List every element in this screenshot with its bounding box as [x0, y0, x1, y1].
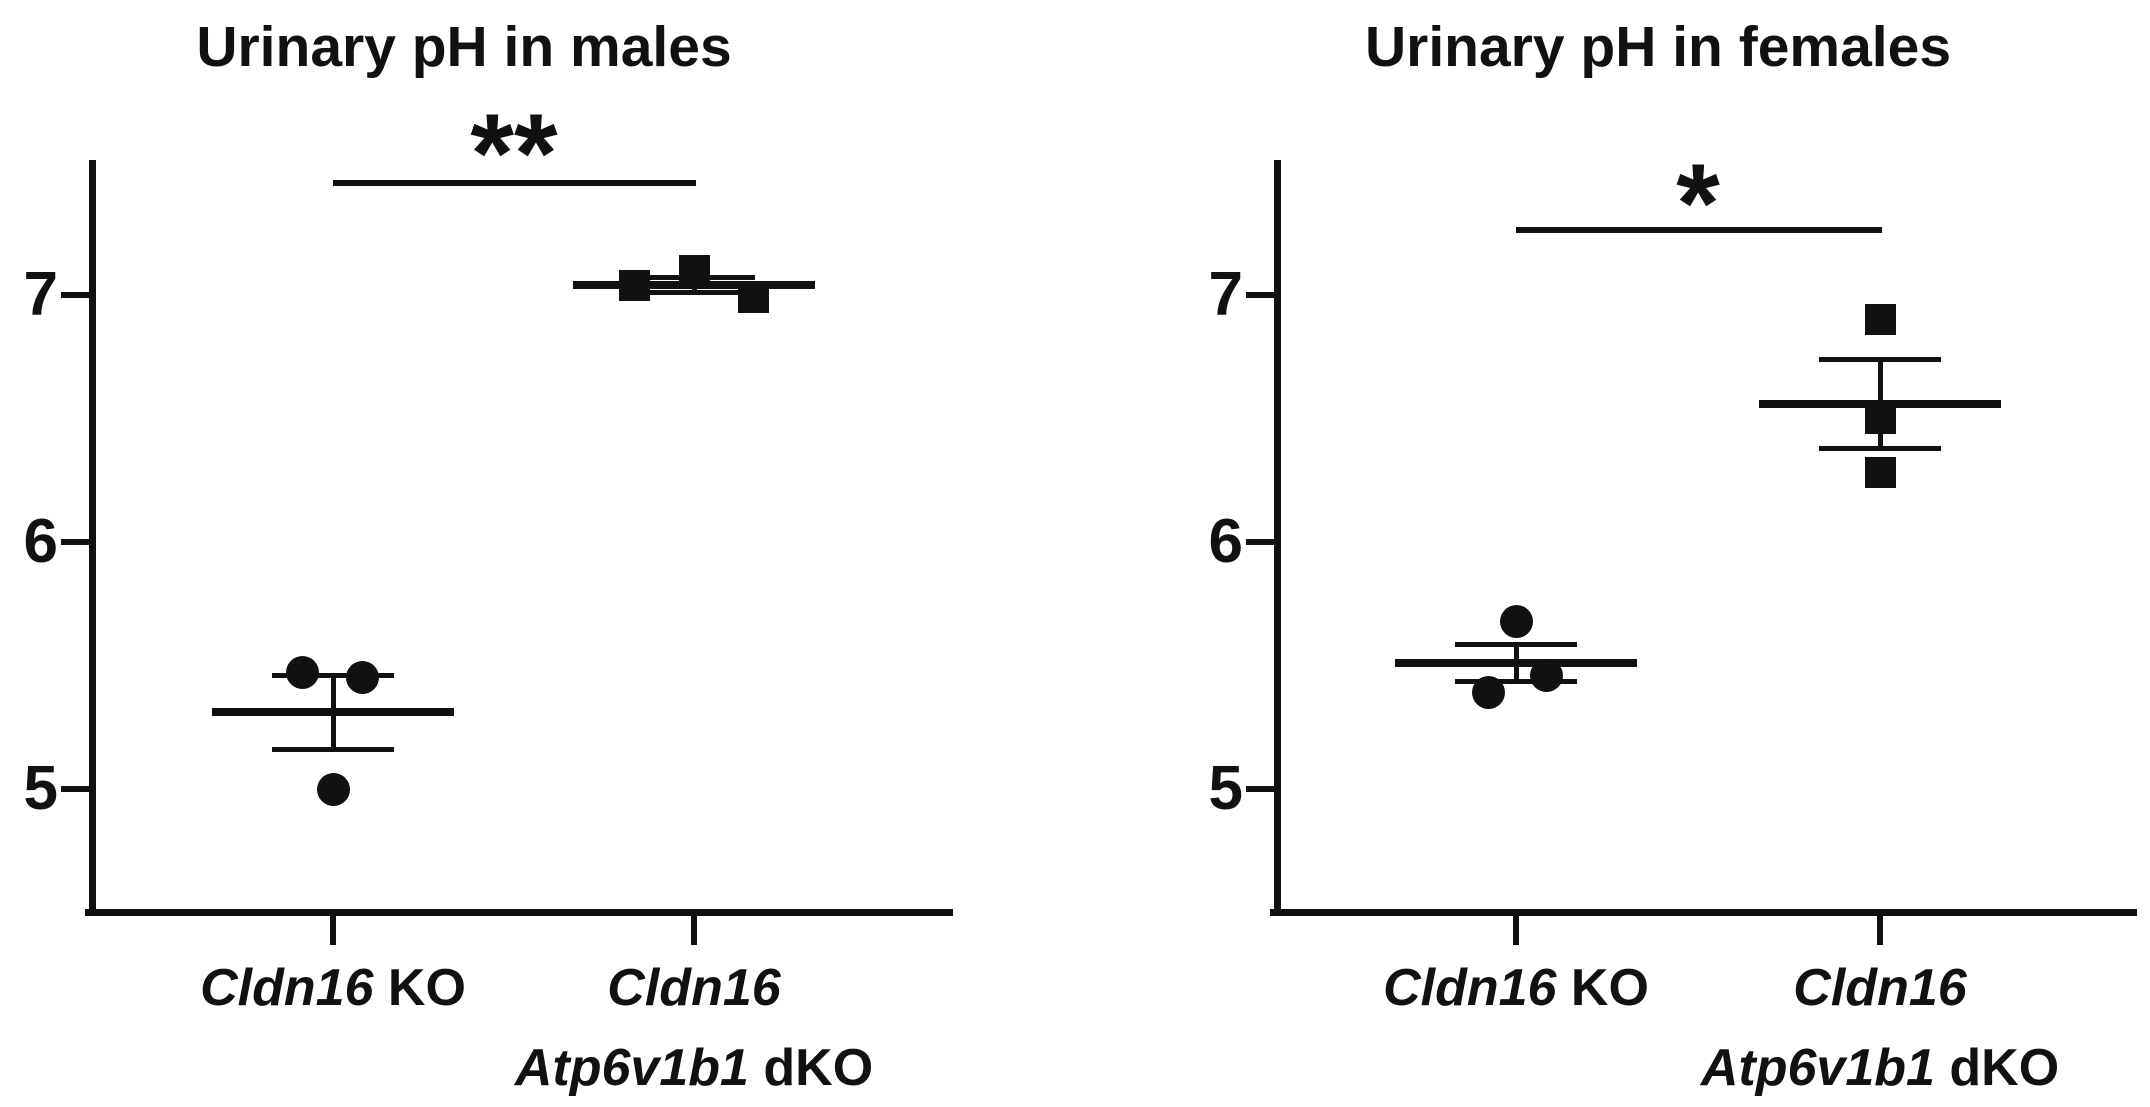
y-axis [1274, 160, 1281, 916]
plot-title-males: Urinary pH in males [196, 15, 732, 79]
error-bar-cap-lower [633, 290, 755, 296]
y-tick-label: 6 [23, 507, 58, 576]
x-category-label: Cldn16 KO [200, 948, 466, 1028]
x-category-label: Cldn16 Atp6v1b1 dKO [515, 948, 873, 1107]
error-bar-cap-upper [1455, 642, 1577, 647]
data-point-circle [316, 772, 350, 806]
y-tick-label: 7 [1208, 260, 1243, 329]
data-point-circle [1529, 658, 1563, 692]
x-category-label-segment: dKO [1934, 1039, 2060, 1097]
x-tick [330, 915, 336, 945]
x-category-label-segment: KO [1556, 959, 1649, 1017]
x-category-label-segment: Cldn16 [1793, 959, 1967, 1017]
x-category-label-segment: Cldn16 [200, 959, 374, 1017]
data-point-circle [345, 661, 379, 695]
data-point-circle [285, 656, 319, 690]
mean-line [212, 708, 454, 717]
x-axis [85, 909, 953, 916]
x-tick [691, 915, 697, 945]
y-tick-label: 5 [1208, 754, 1243, 823]
data-point-circle [1499, 604, 1533, 638]
data-point-square [1864, 457, 1896, 489]
y-tick [1246, 786, 1274, 792]
x-tick [1877, 915, 1883, 945]
x-category-label-segment: dKO [748, 1039, 874, 1097]
error-bar-cap-upper [272, 672, 394, 678]
error-bar-cap-lower [1819, 445, 1941, 451]
x-tick [1513, 915, 1519, 945]
data-point-square [618, 269, 650, 301]
x-category-label-segment: Atp6v1b1 [514, 1039, 749, 1097]
mean-line [1395, 659, 1637, 668]
x-category-label: Cldn16 Atp6v1b1 dKO [1701, 948, 2059, 1107]
y-tick [1246, 292, 1274, 298]
error-bar-cap-upper [1819, 356, 1941, 362]
error-bar-cap-lower [1455, 679, 1577, 685]
y-tick [1246, 539, 1274, 545]
data-point-square [737, 281, 769, 313]
y-tick [61, 539, 89, 545]
significance-line [1516, 227, 1882, 233]
x-category-label: Cldn16 KO [1383, 948, 1649, 1028]
data-point-square [678, 254, 710, 286]
plot-title-females: Urinary pH in females [1364, 15, 1952, 79]
x-category-label-segment: Cldn16 [1383, 959, 1557, 1017]
y-tick-label: 7 [23, 260, 58, 329]
x-category-label-segment: Cldn16 [607, 959, 781, 1017]
y-tick-label: 5 [23, 754, 58, 823]
y-tick [61, 786, 89, 792]
data-point-circle [1471, 676, 1505, 710]
data-point-square [1864, 403, 1896, 434]
x-category-label-segment: KO [373, 959, 466, 1017]
data-point-square [1864, 304, 1896, 336]
y-tick [61, 292, 89, 298]
error-bar-cap-lower [272, 746, 394, 752]
significance-line [333, 180, 696, 186]
significance-label-males: ** [470, 91, 558, 216]
y-axis [89, 160, 96, 916]
significance-label-females: * [1676, 141, 1720, 266]
y-tick-label: 6 [1208, 507, 1243, 576]
x-category-label-segment: Atp6v1b1 [1700, 1039, 1935, 1097]
x-axis [1270, 909, 2137, 916]
